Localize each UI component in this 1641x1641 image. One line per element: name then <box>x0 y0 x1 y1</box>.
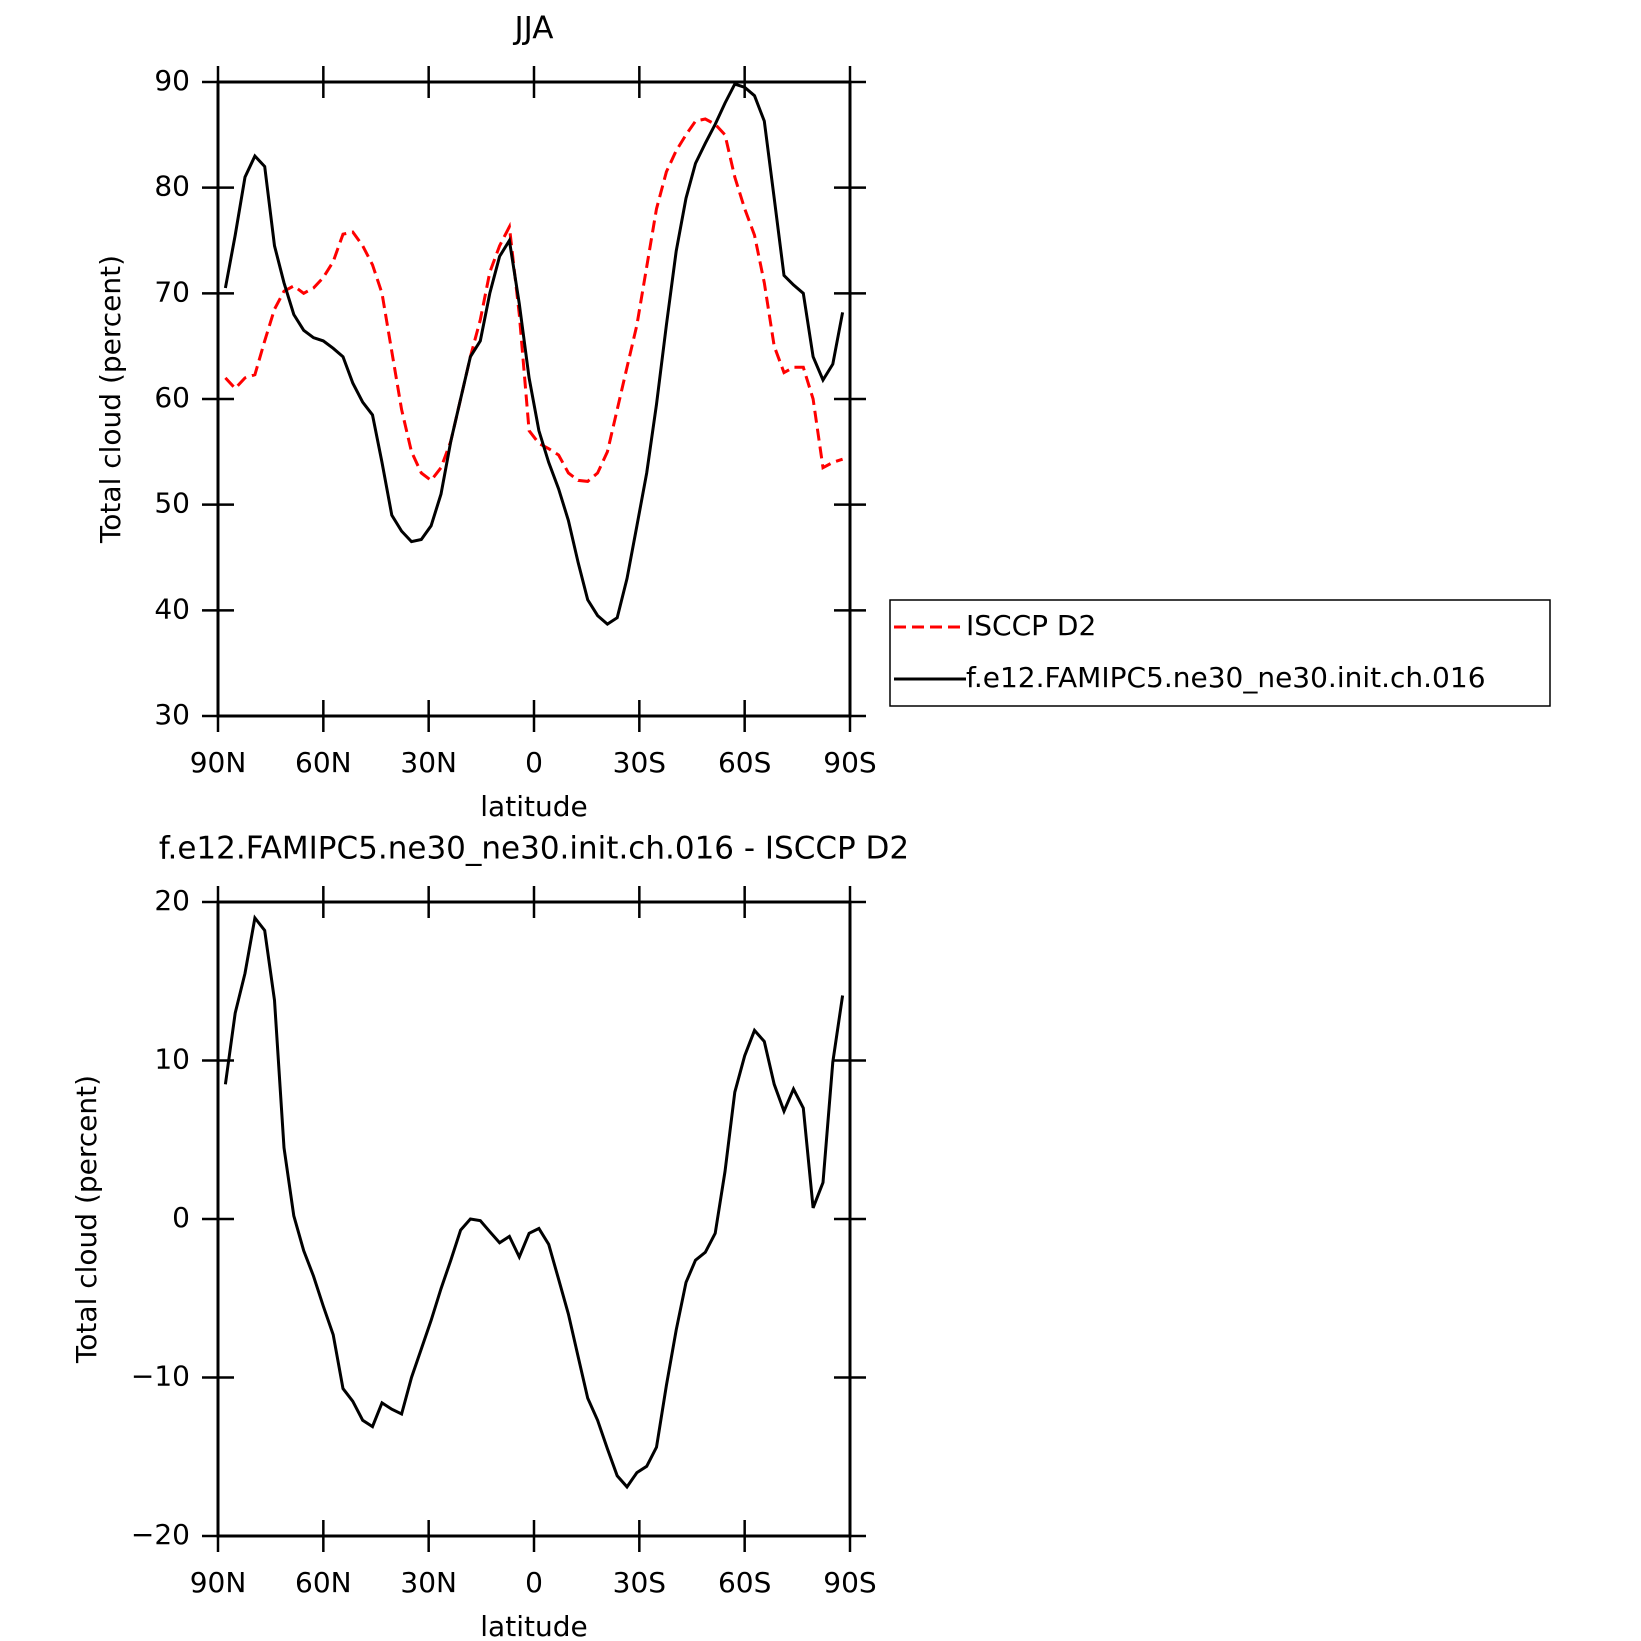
x-tick-label: 60S <box>718 746 771 779</box>
x-tick-label: 0 <box>525 746 543 779</box>
y-tick-label: 60 <box>154 381 190 414</box>
x-tick-label: 90N <box>190 746 247 779</box>
x-tick-label: 90S <box>823 1566 876 1599</box>
x-axis-label: latitude <box>480 1610 587 1641</box>
legend-label: ISCCP D2 <box>966 609 1096 642</box>
y-tick-label: 0 <box>172 1201 190 1234</box>
x-axis-label: latitude <box>480 790 587 823</box>
chart-title: f.e12.FAMIPC5.ne30_ne30.init.ch.016 - IS… <box>159 831 909 867</box>
y-tick-label: 30 <box>154 698 190 731</box>
y-tick-label: 50 <box>154 487 190 520</box>
y-axis-label: Total cloud (percent) <box>70 1075 103 1364</box>
plot-frame <box>216 80 852 718</box>
data-line <box>223 914 845 1490</box>
y-tick-label: 20 <box>154 884 190 917</box>
y-tick-label: 80 <box>154 170 190 203</box>
plot-frame <box>216 900 852 1538</box>
legend-box <box>889 599 1551 707</box>
y-tick-label: 90 <box>154 64 190 97</box>
legend-label: f.e12.FAMIPC5.ne30_ne30.init.ch.016 <box>966 661 1486 694</box>
x-tick-label: 30N <box>400 746 457 779</box>
x-tick-label: 90N <box>190 1566 247 1599</box>
data-line <box>224 117 844 483</box>
y-tick-label: 40 <box>154 592 190 625</box>
data-line <box>223 82 845 626</box>
y-tick-label: 10 <box>154 1043 190 1076</box>
x-tick-label: 60S <box>718 1566 771 1599</box>
y-tick-label: −20 <box>131 1518 190 1551</box>
x-tick-label: 30S <box>613 746 666 779</box>
x-tick-label: 30S <box>613 1566 666 1599</box>
x-tick-label: 0 <box>525 1566 543 1599</box>
y-tick-label: −10 <box>131 1360 190 1393</box>
x-tick-label: 30N <box>400 1566 457 1599</box>
y-tick-label: 70 <box>154 275 190 308</box>
y-axis-label: Total cloud (percent) <box>94 255 127 544</box>
x-tick-label: 60N <box>295 1566 352 1599</box>
x-tick-label: 90S <box>823 746 876 779</box>
x-tick-label: 60N <box>295 746 352 779</box>
chart-title: JJA <box>513 11 554 47</box>
